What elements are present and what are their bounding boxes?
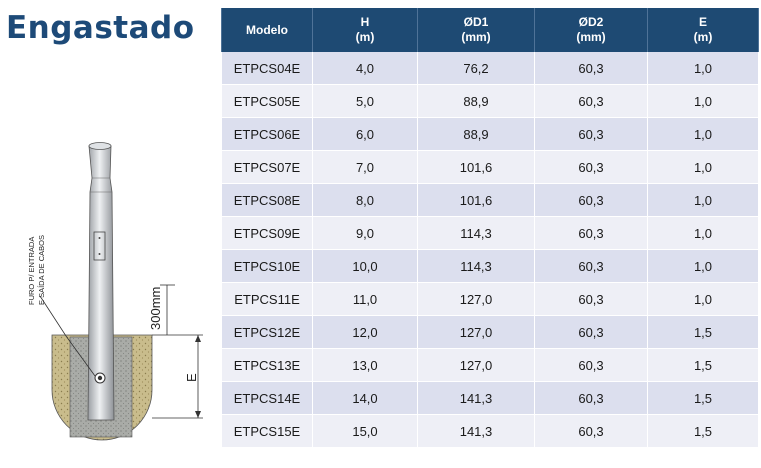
cell-modelo: ETPCS06E bbox=[221, 117, 313, 151]
depth-label: 300mm bbox=[148, 287, 163, 330]
header-modelo: Modelo bbox=[221, 8, 313, 52]
cell-e: 1,5 bbox=[647, 414, 759, 448]
cell-e: 1,5 bbox=[647, 381, 759, 415]
cell-h: 12,0 bbox=[312, 315, 418, 349]
header-d2-line1: ØD2 bbox=[578, 15, 604, 29]
cell-modelo: ETPCS10E bbox=[221, 249, 313, 283]
cell-d1: 127,0 bbox=[417, 282, 535, 316]
header-modelo-line1: Modelo bbox=[246, 22, 288, 37]
cell-e: 1,0 bbox=[647, 183, 759, 217]
table-row: ETPCS05E 5,0 88,9 60,3 1,0 bbox=[221, 84, 759, 118]
table-row: ETPCS08E 8,0 101,6 60,3 1,0 bbox=[221, 183, 759, 217]
cell-h: 14,0 bbox=[312, 381, 418, 415]
cell-d1: 141,3 bbox=[417, 381, 535, 415]
header-e-line1: E bbox=[698, 15, 707, 29]
cell-d1: 88,9 bbox=[417, 117, 535, 151]
cell-h: 4,0 bbox=[312, 52, 418, 85]
cell-e: 1,0 bbox=[647, 282, 759, 316]
table-row: ETPCS15E 15,0 141,3 60,3 1,5 bbox=[221, 414, 759, 448]
header-e-line2: (m) bbox=[693, 30, 713, 44]
cell-e: 1,0 bbox=[647, 249, 759, 283]
cell-h: 15,0 bbox=[312, 414, 418, 448]
header-d2: ØD2 (mm) bbox=[534, 8, 648, 52]
cell-d2: 60,3 bbox=[534, 216, 648, 250]
table-row: ETPCS13E 13,0 127,0 60,3 1,5 bbox=[221, 348, 759, 382]
embed-label: E bbox=[184, 373, 199, 382]
inspection-door bbox=[93, 231, 106, 261]
cell-d1: 114,3 bbox=[417, 216, 535, 250]
page-title: Engastado bbox=[6, 10, 195, 46]
cell-modelo: ETPCS15E bbox=[221, 414, 313, 448]
cell-d2: 60,3 bbox=[534, 315, 648, 349]
cell-e: 1,5 bbox=[647, 315, 759, 349]
cell-d2: 60,3 bbox=[534, 183, 648, 217]
cell-d2: 60,3 bbox=[534, 52, 648, 85]
table-row: ETPCS14E 14,0 141,3 60,3 1,5 bbox=[221, 381, 759, 415]
table-row: ETPCS07E 7,0 101,6 60,3 1,0 bbox=[221, 150, 759, 184]
pole-top-cap bbox=[88, 142, 112, 150]
cell-modelo: ETPCS05E bbox=[221, 84, 313, 118]
hole-label-line1: FURO P/ ENTRADA bbox=[27, 237, 36, 305]
table-header-row: Modelo H (m) ØD1 (mm) ØD2 (mm) E (m) bbox=[221, 8, 759, 52]
cell-d2: 60,3 bbox=[534, 348, 648, 382]
cell-h: 11,0 bbox=[312, 282, 418, 316]
hole-label-line2: E SAÍDA DE CABOS bbox=[37, 235, 46, 305]
header-h-line2: (m) bbox=[355, 30, 375, 44]
cell-d1: 127,0 bbox=[417, 348, 535, 382]
cell-d1: 76,2 bbox=[417, 52, 535, 85]
header-h-line1: H bbox=[360, 15, 370, 29]
cell-modelo: ETPCS07E bbox=[221, 150, 313, 184]
pole-installation-diagram: FURO P/ ENTRADA E SAÍDA DE CABOS 300mm E bbox=[27, 142, 203, 441]
cell-d1: 101,6 bbox=[417, 150, 535, 184]
cell-h: 10,0 bbox=[312, 249, 418, 283]
cell-h: 13,0 bbox=[312, 348, 418, 382]
spec-table: Modelo H (m) ØD1 (mm) ØD2 (mm) E (m) ETP… bbox=[221, 8, 759, 448]
hole-label-leader bbox=[39, 295, 96, 377]
cell-d2: 60,3 bbox=[534, 150, 648, 184]
header-d1-line1: ØD1 bbox=[463, 15, 489, 29]
header-h: H (m) bbox=[312, 8, 418, 52]
cell-d1: 114,3 bbox=[417, 249, 535, 283]
cell-h: 5,0 bbox=[312, 84, 418, 118]
header-d2-line2: (mm) bbox=[576, 30, 606, 44]
header-d1: ØD1 (mm) bbox=[417, 8, 535, 52]
cell-modelo: ETPCS09E bbox=[221, 216, 313, 250]
cell-modelo: ETPCS04E bbox=[221, 52, 313, 85]
cell-d1: 141,3 bbox=[417, 414, 535, 448]
table-row: ETPCS09E 9,0 114,3 60,3 1,0 bbox=[221, 216, 759, 250]
table-row: ETPCS10E 10,0 114,3 60,3 1,0 bbox=[221, 249, 759, 283]
pole-body bbox=[87, 145, 115, 421]
cell-d2: 60,3 bbox=[534, 249, 648, 283]
cell-h: 8,0 bbox=[312, 183, 418, 217]
cell-d2: 60,3 bbox=[534, 117, 648, 151]
table-row: ETPCS12E 12,0 127,0 60,3 1,5 bbox=[221, 315, 759, 349]
cell-e: 1,0 bbox=[647, 84, 759, 118]
cell-d1: 127,0 bbox=[417, 315, 535, 349]
cell-modelo: ETPCS12E bbox=[221, 315, 313, 349]
cell-e: 1,0 bbox=[647, 117, 759, 151]
cell-h: 6,0 bbox=[312, 117, 418, 151]
cell-h: 7,0 bbox=[312, 150, 418, 184]
cell-e: 1,0 bbox=[647, 150, 759, 184]
cell-d2: 60,3 bbox=[534, 414, 648, 448]
cell-e: 1,5 bbox=[647, 348, 759, 382]
header-e: E (m) bbox=[647, 8, 759, 52]
cell-d1: 101,6 bbox=[417, 183, 535, 217]
cell-modelo: ETPCS11E bbox=[221, 282, 313, 316]
cell-d2: 60,3 bbox=[534, 84, 648, 118]
cell-d2: 60,3 bbox=[534, 381, 648, 415]
cell-e: 1,0 bbox=[647, 216, 759, 250]
table-row: ETPCS04E 4,0 76,2 60,3 1,0 bbox=[221, 52, 759, 85]
cell-modelo: ETPCS13E bbox=[221, 348, 313, 382]
cell-modelo: ETPCS08E bbox=[221, 183, 313, 217]
cell-modelo: ETPCS14E bbox=[221, 381, 313, 415]
table-body: ETPCS04E 4,0 76,2 60,3 1,0 ETPCS05E 5,0 88,9 60,… bbox=[221, 52, 759, 448]
table-row: ETPCS06E 6,0 88,9 60,3 1,0 bbox=[221, 117, 759, 151]
header-d1-line2: (mm) bbox=[461, 30, 491, 44]
table-row: ETPCS11E 11,0 127,0 60,3 1,0 bbox=[221, 282, 759, 316]
cell-h: 9,0 bbox=[312, 216, 418, 250]
cell-e: 1,0 bbox=[647, 52, 759, 85]
cell-d2: 60,3 bbox=[534, 282, 648, 316]
cell-d1: 88,9 bbox=[417, 84, 535, 118]
